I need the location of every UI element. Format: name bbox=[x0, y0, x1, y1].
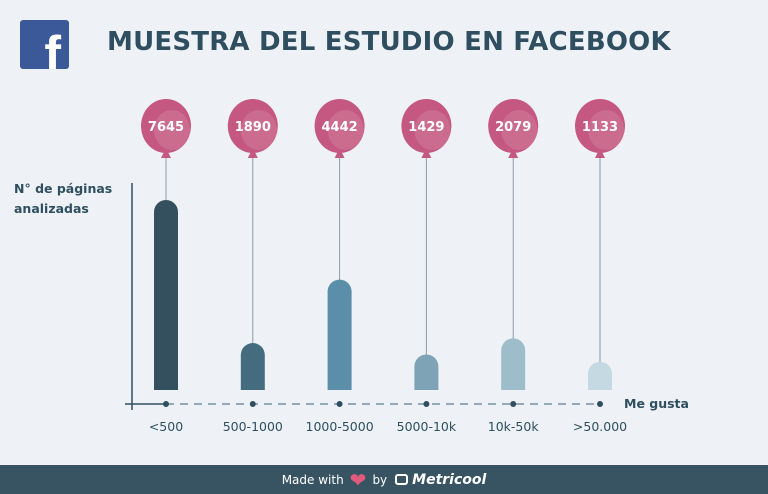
axis-tick-dot bbox=[597, 401, 603, 407]
balloon-shine bbox=[414, 110, 451, 150]
balloon bbox=[488, 99, 539, 153]
bar bbox=[240, 343, 265, 390]
heart-icon: ❤ bbox=[349, 467, 367, 492]
balloon-shine bbox=[588, 110, 624, 150]
chart-marks: 7645 <500 1890 500-1000 4442 1000-5000 1429 500… bbox=[141, 99, 627, 434]
axis-tick-dot bbox=[510, 401, 517, 407]
axis-tick-dot bbox=[423, 401, 430, 407]
footer-made-with: Made with bbox=[281, 472, 344, 487]
balloon bbox=[575, 99, 625, 153]
data-label: 1429 bbox=[408, 120, 444, 135]
footer-bar: Made with ❤ by Metricool bbox=[0, 465, 768, 494]
bar bbox=[501, 338, 526, 390]
balloon bbox=[227, 99, 278, 153]
footer-by: by bbox=[372, 472, 388, 487]
tick-label: >50.000 bbox=[573, 419, 627, 434]
y-axis-label: N° de páginas analizadas bbox=[14, 181, 113, 216]
data-label: 1890 bbox=[235, 120, 271, 135]
data-label: 2079 bbox=[495, 120, 531, 135]
tick-label: 5000-10k bbox=[397, 419, 457, 434]
facebook-logo-letter: f bbox=[44, 26, 61, 69]
data-label: 7645 bbox=[148, 120, 184, 135]
balloon-shine bbox=[240, 110, 277, 150]
axis-tick-dot bbox=[249, 401, 256, 407]
balloon-shine bbox=[501, 110, 538, 150]
x-axis-label: Me gusta bbox=[624, 396, 689, 411]
page-title: MUESTRA DEL ESTUDIO EN FACEBOOK bbox=[107, 27, 671, 57]
tick-label: 500-1000 bbox=[223, 419, 283, 434]
balloon-shine bbox=[327, 110, 364, 150]
balloon bbox=[141, 99, 191, 153]
axis-tick-dot bbox=[336, 401, 343, 407]
bar-chart: 7645 <500 1890 500-1000 4442 1000-5000 1429 500… bbox=[125, 99, 627, 434]
balloon-shine bbox=[154, 110, 190, 150]
data-label: 4442 bbox=[322, 120, 358, 135]
footer-brand: Metricool bbox=[412, 471, 487, 488]
data-label: 1133 bbox=[582, 120, 618, 135]
balloon bbox=[401, 99, 452, 153]
tick-label: 10k-50k bbox=[488, 419, 540, 434]
bar bbox=[414, 354, 439, 390]
bar bbox=[588, 361, 612, 390]
axis-tick-dot bbox=[163, 401, 169, 407]
tick-label: <500 bbox=[149, 419, 183, 434]
tick-label: 1000-5000 bbox=[306, 419, 374, 434]
facebook-logo-icon: f bbox=[20, 20, 69, 69]
bar bbox=[154, 200, 178, 390]
bar bbox=[327, 279, 352, 390]
metricool-logo-icon bbox=[395, 474, 409, 485]
balloon bbox=[314, 99, 365, 153]
